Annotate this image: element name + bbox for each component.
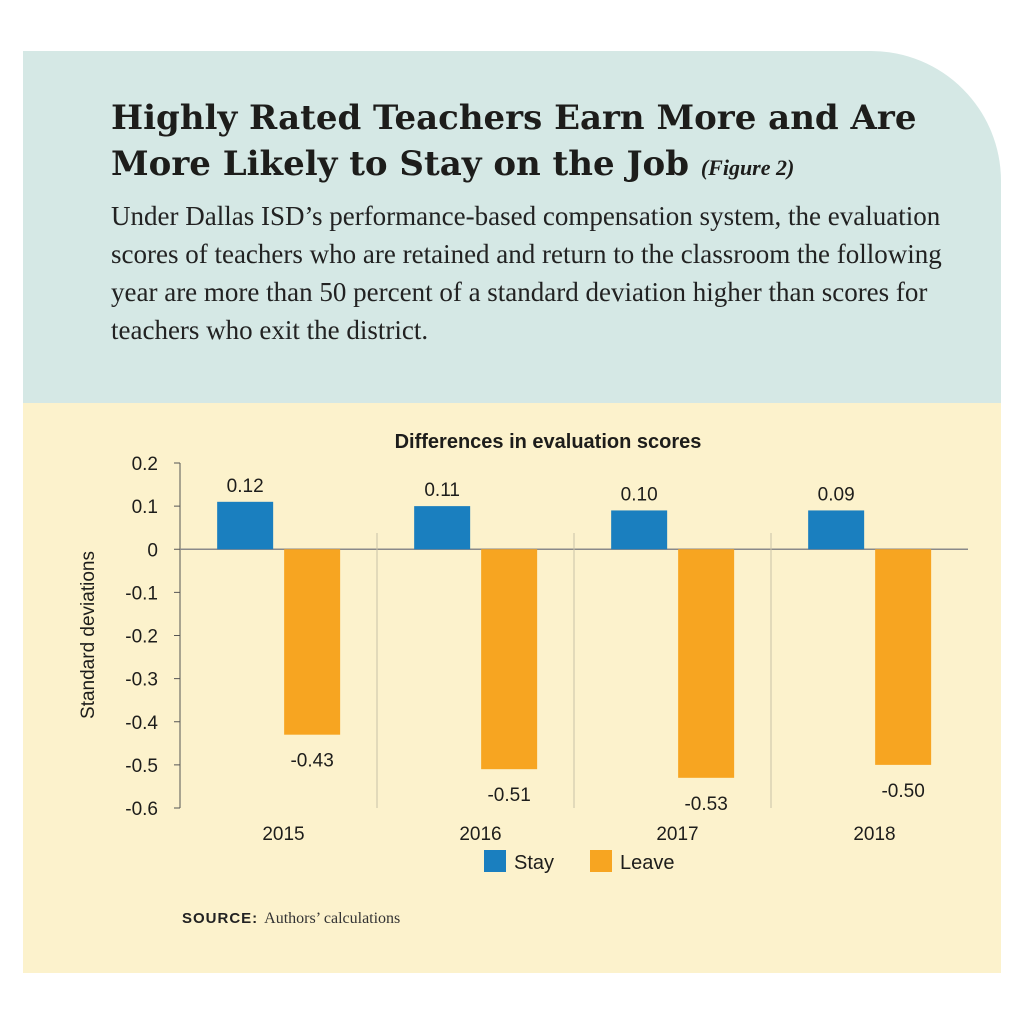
y-tick-label: -0.6: [125, 799, 158, 820]
leave-bar: [678, 549, 735, 778]
y-tick-label: -0.5: [125, 756, 158, 777]
leave-value-label: -0.50: [881, 781, 924, 802]
y-axis-label: Standard deviations: [78, 551, 99, 719]
source-text: Authors’ calculations: [264, 910, 401, 927]
source-note: SOURCE: Authors’ calculations: [182, 910, 400, 928]
stay-bar: [217, 501, 274, 550]
description-text: Under Dallas ISD’s performance-based com…: [111, 201, 942, 345]
legend-swatch-stay: [484, 850, 506, 872]
leave-value-label: -0.43: [290, 751, 333, 772]
x-tick-label: 2018: [853, 824, 895, 845]
leave-value-label: -0.53: [684, 794, 727, 815]
page-title: Highly Rated Teachers Earn More and Are …: [111, 95, 971, 191]
plot-area: 0.20.10-0.1-0.2-0.3-0.4-0.5-0.60.12-0.43…: [125, 454, 968, 874]
x-tick-label: 2016: [459, 824, 501, 845]
title-text: Highly Rated Teachers Earn More and Are …: [111, 98, 917, 184]
stay-value-label: 0.10: [621, 484, 658, 505]
x-tick-label: 2015: [262, 824, 304, 845]
stay-bar: [414, 506, 471, 550]
y-tick-label: 0.1: [132, 497, 158, 518]
leave-bar: [875, 549, 932, 765]
x-tick-label: 2017: [656, 824, 698, 845]
bar-chart: Differences in evaluation scores Standar…: [78, 431, 968, 874]
y-tick-label: -0.2: [125, 627, 158, 648]
stay-bar: [611, 510, 668, 550]
y-tick-label: 0: [147, 540, 158, 561]
header-panel: [23, 51, 1001, 403]
legend-label-leave: Leave: [620, 852, 675, 874]
stay-value-label: 0.11: [424, 480, 460, 501]
y-tick-label: -0.1: [125, 583, 158, 604]
leave-value-label: -0.51: [487, 785, 530, 806]
chart-title: Differences in evaluation scores: [395, 431, 702, 453]
y-tick-label: -0.4: [125, 713, 158, 734]
source-label: SOURCE:: [182, 910, 259, 927]
stay-value-label: 0.09: [818, 484, 855, 505]
leave-bar: [481, 549, 538, 770]
legend-label-stay: Stay: [514, 852, 554, 874]
leave-bar: [284, 549, 341, 735]
y-tick-label: 0.2: [132, 454, 158, 475]
y-tick-label: -0.3: [125, 670, 158, 691]
stay-value-label: 0.12: [227, 476, 264, 497]
figure-label: (Figure 2): [700, 155, 795, 180]
legend-swatch-leave: [590, 850, 612, 872]
stay-bar: [808, 510, 865, 550]
